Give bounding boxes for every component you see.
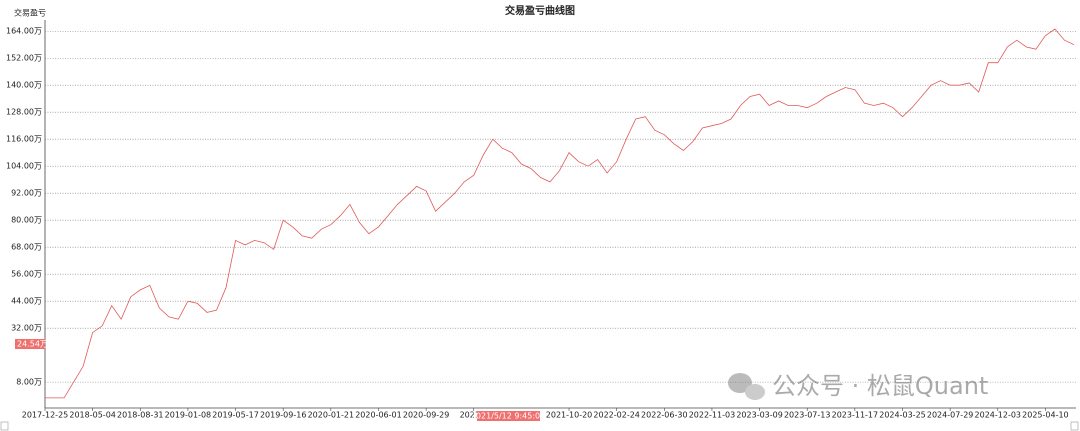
y-tick-label: 164.00万: [6, 27, 42, 36]
x-tick-label: 2023-03-09: [736, 411, 783, 420]
y-tick-label: 116.00万: [6, 135, 42, 144]
x-tick-label: 2021-10-20: [546, 411, 593, 420]
x-tick-label: 2019-05-17: [212, 411, 259, 420]
x-tick-label: 2020-06-01: [355, 411, 402, 420]
x-tick-label: 2018-08-31: [117, 411, 164, 420]
x-tick-label: 2024-03-25: [879, 411, 926, 420]
y-tick-label: 80.00万: [11, 216, 42, 225]
y-tick-label: 32.00万: [11, 324, 42, 333]
y-tick-label: 56.00万: [11, 270, 42, 279]
x-tick-label: 2019-09-16: [260, 411, 307, 420]
chart-title: 交易盈亏曲线图: [505, 4, 575, 17]
x-tick-label: 2020-09-29: [403, 411, 450, 420]
y-tick-label: 92.00万: [11, 189, 42, 198]
x-tick-label: 2024-12-03: [975, 411, 1022, 420]
y-tick-label: 128.00万: [6, 108, 42, 117]
scroll-right[interactable]: [1070, 421, 1079, 431]
scroll-left[interactable]: [0, 421, 9, 431]
y-tick-label: 44.00万: [11, 297, 42, 306]
line-series: [45, 28, 1075, 399]
y-tick-label: 104.00万: [6, 162, 42, 171]
x-tick-label: 2023-11-17: [832, 411, 879, 420]
x-tick-label: 2023-07-13: [784, 411, 831, 420]
y-axis-title: 交易盈亏: [14, 8, 46, 18]
y-tick-label: 8.00万: [16, 378, 42, 387]
x-tick-label: 2022-02-24: [593, 411, 640, 420]
cursor-y-box: [15, 339, 45, 349]
x-tick-label: 2020-01-21: [308, 411, 355, 420]
x-tick-label: 2018-05-04: [69, 411, 116, 420]
x-tick-label: 2017-12-25: [22, 411, 69, 420]
watermark-icon: [728, 373, 765, 400]
y-tick-label: 68.00万: [11, 243, 42, 252]
x-tick-label: 2019-01-08: [165, 411, 212, 420]
x-tick-label: 2022-06-30: [641, 411, 688, 420]
x-tick-label: 2025-04-10: [1022, 411, 1069, 420]
x-tick-label: 2021-0: [460, 411, 488, 420]
y-tick-label: 152.00万: [6, 54, 42, 63]
x-tick-label: 2022-11-03: [689, 411, 736, 420]
y-tick-label: 140.00万: [6, 81, 42, 90]
cursor-x-box: [477, 411, 540, 421]
cursor-y-label: 24.54万: [17, 340, 48, 349]
cursor-x-label: 2021/5/12 9:45:06: [471, 412, 545, 421]
x-tick-label: 2024-07-29: [927, 411, 974, 420]
watermark: 公众号 · 松鼠Quant: [772, 372, 988, 400]
